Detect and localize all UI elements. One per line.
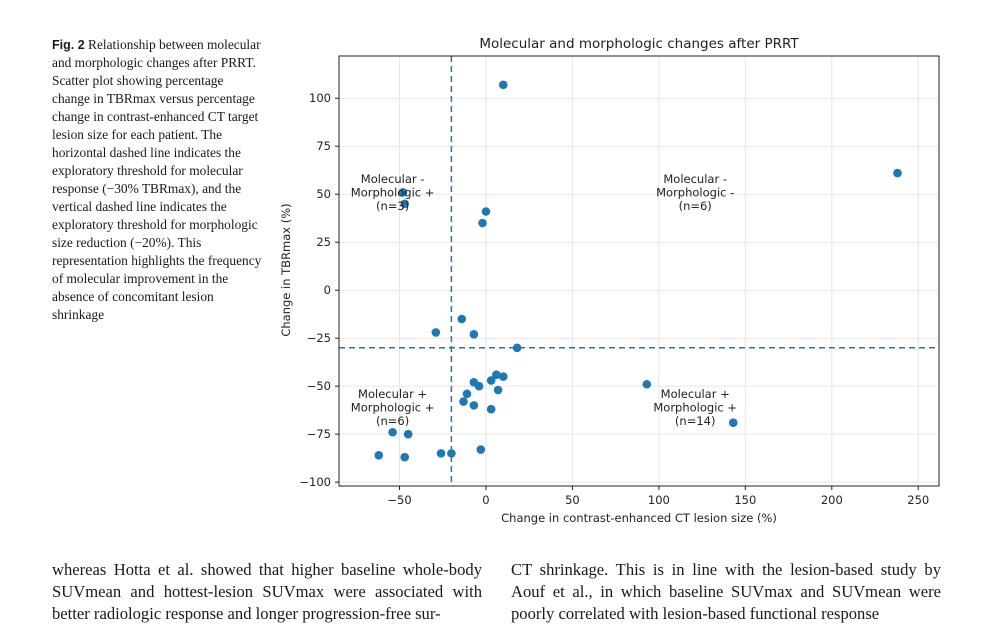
data-point <box>893 168 902 178</box>
data-point <box>498 80 508 90</box>
data-point <box>481 207 491 216</box>
y-tick-label: −25 <box>307 331 331 345</box>
data-point <box>398 187 408 197</box>
y-axis-label: Change in TBRmax (%) <box>279 203 293 336</box>
x-tick-label: 200 <box>821 493 843 507</box>
annotation-line: Molecular + <box>661 387 730 401</box>
data-points <box>374 80 902 462</box>
data-point <box>493 385 503 395</box>
x-tick-label: 150 <box>734 493 756 507</box>
y-tick-label: −100 <box>299 475 331 489</box>
data-point <box>447 449 456 458</box>
annotation-line: (n=14) <box>675 414 716 428</box>
data-point <box>469 401 479 410</box>
data-point <box>492 370 501 379</box>
annotation-line: (n=6) <box>679 199 712 213</box>
data-point <box>476 445 486 454</box>
data-point <box>459 397 468 406</box>
axis-ticks: −50 0 50 100 150 200 250 −100 −75 −50 −25 0 25 50 75 10… <box>299 91 929 507</box>
threshold-lines <box>339 56 939 486</box>
annotation-line: Molecular - <box>663 172 727 186</box>
data-point <box>431 328 441 337</box>
x-tick-label: −50 <box>387 493 411 507</box>
y-tick-label: 0 <box>324 283 331 297</box>
plot-frame <box>338 55 940 487</box>
annotation-line: Molecular + <box>358 387 427 401</box>
data-point <box>512 343 522 353</box>
data-point <box>462 389 472 399</box>
annotation-line: (n=3) <box>376 199 409 213</box>
data-point <box>728 418 738 427</box>
quadrant-annotation: Molecular +Morphologic +(n=6) <box>351 387 435 428</box>
annotation-line: Morphologic + <box>351 400 435 414</box>
data-point <box>400 452 410 462</box>
data-point <box>469 330 479 339</box>
data-point <box>388 427 397 437</box>
quadrant-annotation: Molecular -Morphologic +(n=3) <box>351 172 435 213</box>
figure-caption: Fig. 2 Relationship between molecular an… <box>52 36 262 324</box>
annotation-line: Morphologic - <box>656 185 734 199</box>
body-text-right: CT shrinkage. This is in line with the l… <box>511 560 941 623</box>
data-point <box>486 376 496 385</box>
grid-lines <box>339 56 939 486</box>
x-tick-label: 50 <box>565 493 580 507</box>
y-tick-label: 25 <box>316 235 331 249</box>
annotation-line: Molecular - <box>361 172 425 186</box>
annotation-line: Morphologic + <box>351 185 435 199</box>
y-tick-label: −75 <box>307 427 331 441</box>
data-point <box>400 199 410 209</box>
y-tick-label: −50 <box>307 379 331 393</box>
y-tick-label: 50 <box>316 187 331 201</box>
figure-label: Fig. 2 <box>52 38 85 52</box>
chart-title: Molecular and morphologic changes after … <box>479 36 799 52</box>
quadrant-annotation: Molecular +Morphologic +(n=14) <box>653 387 737 428</box>
x-tick-label: 250 <box>907 493 929 507</box>
data-point <box>403 429 413 439</box>
data-point <box>642 379 652 389</box>
data-point <box>486 404 496 414</box>
data-point <box>474 381 484 391</box>
y-tick-label: 100 <box>309 91 331 105</box>
data-point <box>436 449 446 458</box>
annotation-line: Morphologic + <box>653 400 737 414</box>
y-tick-label: 75 <box>316 139 331 153</box>
scatter-chart: Molecular -Morphologic +(n=3)Molecular -… <box>279 36 940 525</box>
x-tick-label: 100 <box>648 493 670 507</box>
caption-text: Relationship between molecular and morph… <box>52 37 262 322</box>
x-tick-label: 0 <box>482 493 489 507</box>
data-point <box>498 372 508 381</box>
x-axis-label: Change in contrast-enhanced CT lesion si… <box>501 511 777 525</box>
annotation-line: (n=6) <box>376 414 409 428</box>
data-point <box>457 314 467 324</box>
quadrant-annotation: Molecular -Morphologic -(n=6) <box>656 172 734 213</box>
scatter-figure: Molecular - Morphologic + (n=3) Molecular -… <box>270 28 960 538</box>
data-point <box>478 218 487 228</box>
data-point <box>374 450 384 460</box>
body-text-left: whereas Hotta et al. showed that higher … <box>52 560 482 623</box>
quadrant-annotations: Molecular -Morphologic +(n=3)Molecular -… <box>351 172 737 428</box>
